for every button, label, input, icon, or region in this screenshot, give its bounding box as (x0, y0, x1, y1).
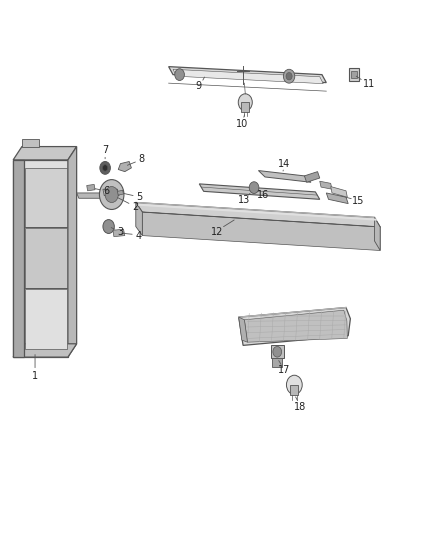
Text: 1: 1 (32, 371, 38, 381)
Bar (349, 68, 359, 81)
Polygon shape (25, 289, 67, 349)
Text: 4: 4 (135, 231, 141, 240)
Polygon shape (304, 172, 320, 182)
Circle shape (286, 72, 292, 80)
Text: 8: 8 (138, 154, 145, 164)
Circle shape (283, 69, 295, 83)
Circle shape (286, 375, 302, 394)
Polygon shape (117, 190, 124, 195)
Polygon shape (241, 102, 249, 112)
Polygon shape (290, 385, 298, 395)
Circle shape (105, 187, 118, 203)
Bar (351, 71, 357, 78)
Polygon shape (272, 358, 282, 367)
Polygon shape (374, 217, 380, 251)
Polygon shape (113, 229, 125, 237)
Text: 18: 18 (294, 402, 306, 411)
Circle shape (99, 180, 124, 209)
Text: 16: 16 (257, 190, 269, 200)
Text: 9: 9 (195, 82, 201, 91)
Polygon shape (258, 171, 311, 182)
Polygon shape (13, 344, 77, 357)
Polygon shape (326, 193, 348, 204)
Polygon shape (331, 187, 347, 197)
Circle shape (175, 69, 184, 80)
Polygon shape (136, 203, 142, 236)
Text: 3: 3 (117, 227, 124, 237)
Circle shape (238, 94, 252, 111)
Circle shape (100, 161, 110, 174)
Polygon shape (271, 345, 284, 358)
Polygon shape (13, 160, 68, 357)
Circle shape (249, 182, 259, 193)
Polygon shape (68, 147, 77, 357)
Polygon shape (320, 181, 332, 189)
Polygon shape (142, 212, 380, 251)
Text: 14: 14 (278, 159, 290, 169)
Circle shape (103, 220, 114, 233)
Text: 12: 12 (211, 227, 223, 237)
Polygon shape (136, 203, 380, 227)
Text: 13: 13 (238, 196, 251, 205)
Polygon shape (13, 147, 77, 160)
Polygon shape (103, 189, 119, 196)
Polygon shape (13, 160, 24, 357)
Polygon shape (239, 317, 247, 342)
Text: 2: 2 (132, 202, 138, 212)
Polygon shape (22, 139, 39, 147)
Polygon shape (77, 193, 103, 198)
Polygon shape (199, 184, 320, 199)
Text: 11: 11 (363, 79, 375, 88)
Text: 10: 10 (236, 119, 248, 128)
Polygon shape (118, 161, 131, 172)
Text: 17: 17 (278, 365, 290, 375)
Polygon shape (169, 67, 326, 83)
Text: 15: 15 (352, 197, 364, 206)
Circle shape (273, 346, 282, 357)
Text: 5: 5 (136, 192, 142, 202)
Polygon shape (25, 168, 67, 227)
Polygon shape (25, 228, 67, 288)
Polygon shape (244, 310, 347, 342)
Text: 7: 7 (102, 146, 108, 155)
Polygon shape (87, 184, 95, 191)
Text: 6: 6 (103, 187, 110, 196)
Polygon shape (239, 308, 350, 345)
Circle shape (102, 165, 108, 171)
Polygon shape (173, 69, 323, 84)
